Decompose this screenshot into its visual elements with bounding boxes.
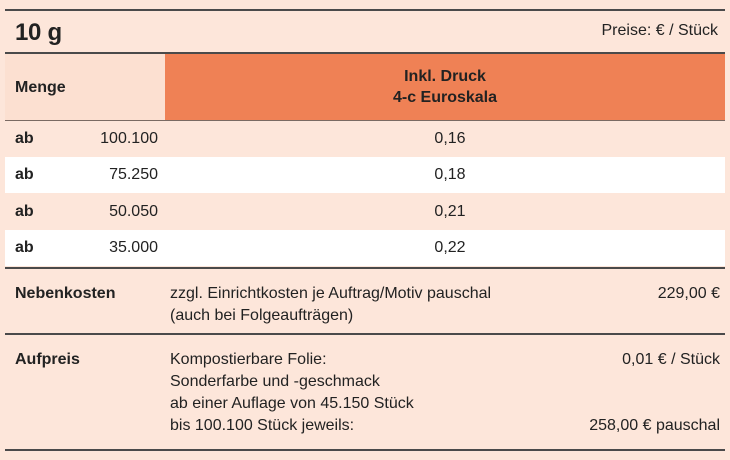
nebenkosten-line1: zzgl. Einrichtkosten je Auftrag/Motiv pa… — [170, 285, 492, 302]
table-row: ab 75.250 0,18 — [5, 157, 725, 193]
aufpreis-line2: Sonderfarbe und -geschmack — [170, 373, 380, 390]
quantity-header: Menge — [15, 79, 66, 96]
row-quantity: 35.000 — [109, 239, 158, 256]
nebenkosten-label: Nebenkosten — [15, 285, 116, 302]
aufpreis-label: Aufpreis — [15, 351, 80, 368]
table-row: ab 35.000 0,22 — [5, 230, 725, 266]
aufpreis-line4: bis 100.100 Stück jeweils: — [170, 417, 355, 434]
nebenkosten-amount: 229,00 € — [657, 285, 720, 302]
row-quantity: 100.100 — [100, 130, 158, 147]
row-quantity: 50.050 — [109, 203, 158, 220]
row-price: 0,18 — [434, 166, 466, 183]
row-price: 0,21 — [434, 203, 466, 220]
bottom-rule — [5, 449, 725, 451]
nebenkosten-rule — [5, 333, 725, 335]
aufpreis-amount-flat: 258,00 € pauschal — [589, 417, 720, 434]
row-price: 0,16 — [434, 130, 466, 147]
row-prefix: ab — [15, 166, 34, 183]
nebenkosten-line2: (auch bei Folgeaufträgen) — [170, 307, 354, 324]
header-rule — [5, 52, 725, 54]
weight-title: 10 g — [15, 19, 62, 46]
print-header-cell: Inkl. Druck 4-c Euroskala — [165, 54, 725, 120]
row-quantity: 75.250 — [109, 166, 158, 183]
table-head-divider — [5, 120, 725, 121]
row-prefix: ab — [15, 203, 34, 220]
currency-note: Preise: € / Stück — [601, 22, 719, 39]
table-row: ab 50.050 0,21 — [5, 194, 725, 230]
row-prefix: ab — [15, 239, 34, 256]
aufpreis-text: Kompostierbare Folie: Sonderfarbe und -g… — [170, 349, 414, 437]
print-header-line2: 4-c Euroskala — [392, 89, 498, 106]
top-rule — [5, 9, 725, 11]
nebenkosten-text: zzgl. Einrichtkosten je Auftrag/Motiv pa… — [170, 283, 491, 327]
aufpreis-line1: Kompostierbare Folie: — [170, 351, 327, 368]
print-header-line1: Inkl. Druck — [404, 68, 486, 85]
quantity-header-cell — [5, 54, 165, 120]
table-bottom-rule — [5, 267, 725, 269]
aufpreis-line3: ab einer Auflage von 45.150 Stück — [170, 395, 414, 412]
row-price: 0,22 — [434, 239, 466, 256]
table-row: ab 100.100 0,16 — [5, 121, 725, 157]
aufpreis-amount-per-piece: 0,01 € / Stück — [622, 351, 720, 368]
row-prefix: ab — [15, 130, 34, 147]
